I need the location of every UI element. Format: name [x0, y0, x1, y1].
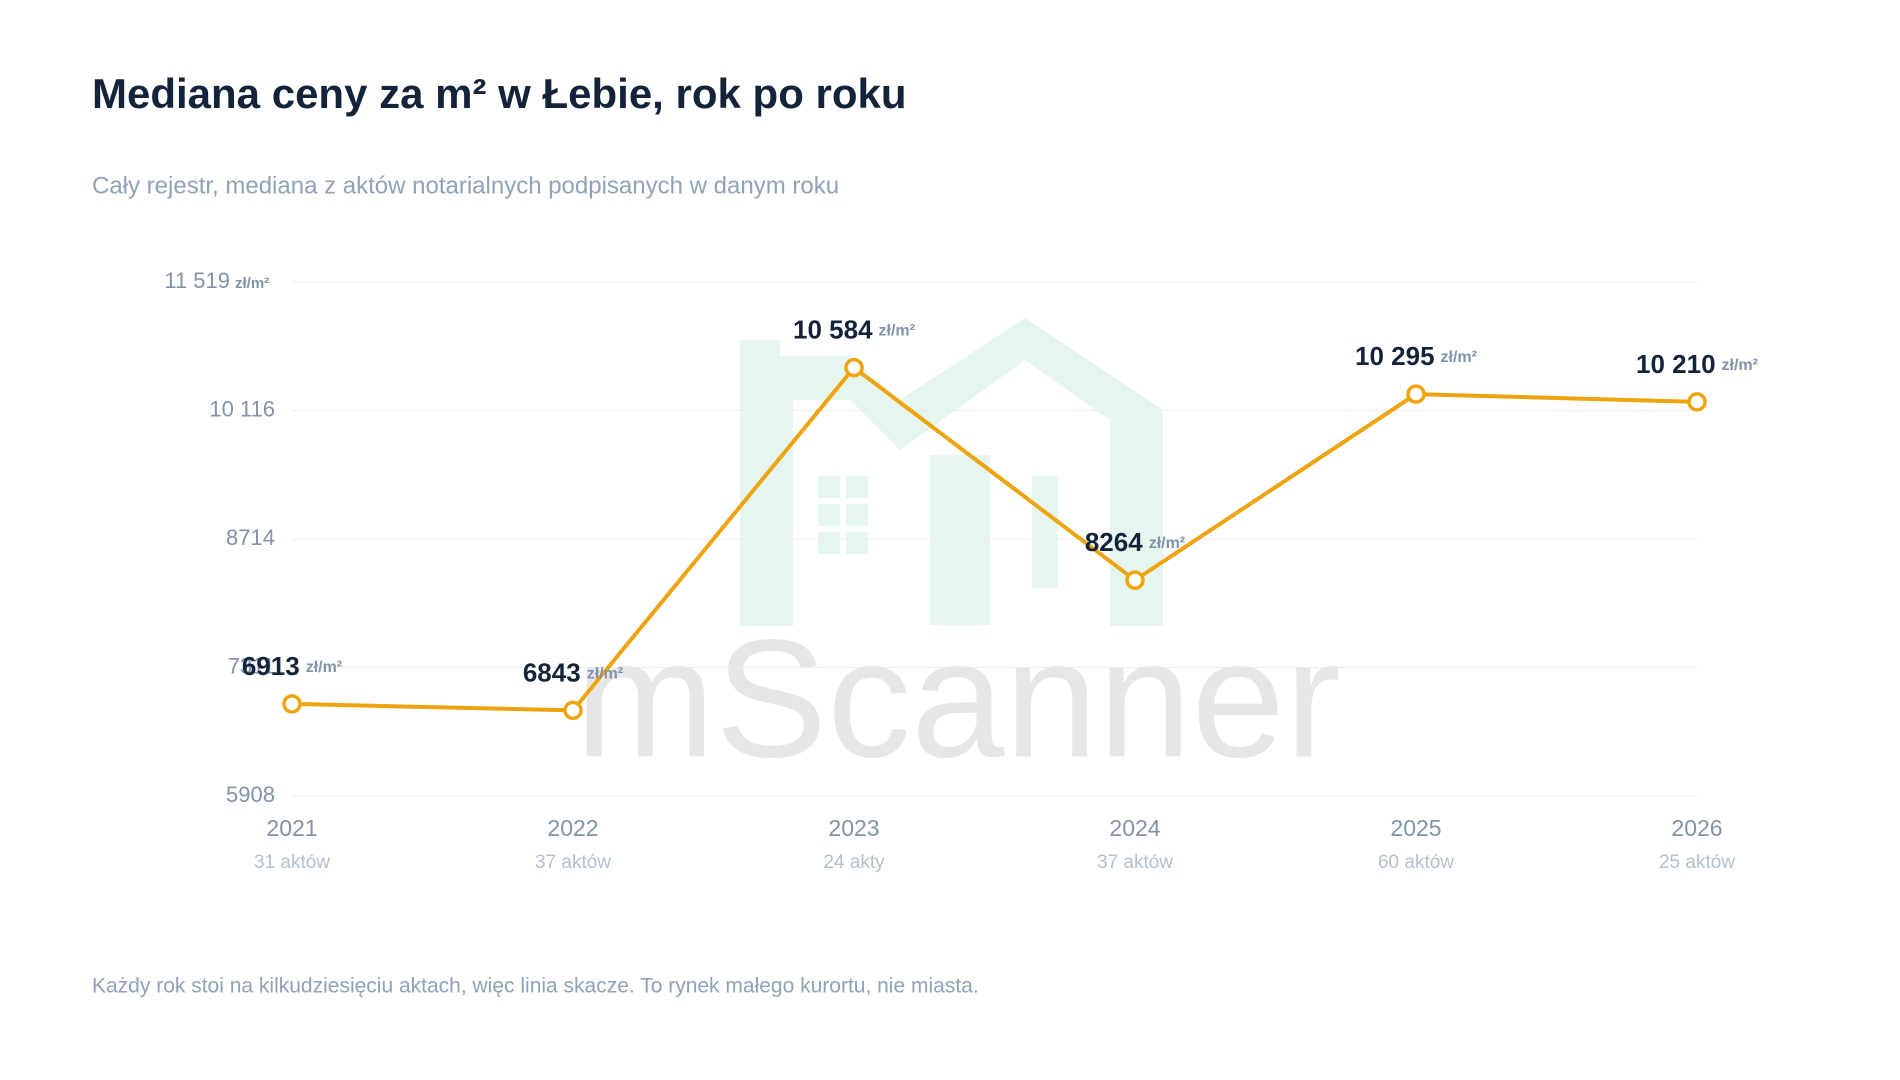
point: [282, 694, 302, 714]
data-label: 10 584 zł/m²: [793, 315, 915, 345]
x-tick-label: 2023: [828, 815, 879, 841]
data-label-value: 10 584: [793, 315, 873, 345]
data-label: 10 210 zł/m²: [1636, 349, 1758, 379]
y-tick-label: 7311: [228, 653, 275, 678]
data-label-value: 10 210: [1636, 349, 1716, 379]
watermark-logo: [740, 318, 1163, 626]
footnote: Każdy rok stoi na kilkudziesięciu aktach…: [92, 975, 979, 998]
chart-title: Mediana ceny za m² w Łebie, rok po roku: [92, 70, 907, 117]
data-label-value: 10 295: [1355, 341, 1435, 371]
x-tick-sublabel: 60 aktów: [1378, 852, 1454, 873]
chart-subtitle: Cały rejestr, mediana z aktów notarialny…: [92, 172, 839, 199]
y-tick-label: 11 519: [164, 268, 230, 293]
data-label-value: 6843: [523, 657, 581, 687]
line: [291, 365, 1698, 713]
x-tick-label: 2026: [1671, 815, 1722, 841]
data-label-unit: zł/m²: [1149, 535, 1185, 552]
grid: [292, 281, 1697, 797]
data-label-unit: zł/m²: [879, 323, 915, 340]
x-tick-sublabel: 37 aktów: [1097, 852, 1173, 873]
x-tick-label: 2021: [266, 815, 317, 841]
data-label: 6913 zł/m²: [242, 651, 342, 681]
y-tick-unit: zł/m²: [235, 275, 269, 292]
point: [1687, 392, 1707, 412]
data-label-value: 6913: [242, 651, 300, 681]
point: [563, 700, 583, 721]
x-tick-sublabel: 31 aktów: [254, 852, 330, 873]
x-tick-label: 2024: [1109, 815, 1160, 841]
x-tick-sublabel: 37 aktów: [535, 852, 611, 873]
point: [1125, 570, 1145, 590]
x-tick-label: 2022: [547, 815, 598, 841]
data-label: 6843 zł/m²: [523, 657, 623, 687]
point: [1406, 384, 1426, 404]
y-tick-label: 10 116: [209, 396, 275, 421]
data-label-unit: zł/m²: [587, 666, 623, 683]
data-label: 10 295 zł/m²: [1355, 341, 1477, 371]
y-tick-label: 8714: [226, 525, 275, 550]
x-tick-label: 2025: [1390, 815, 1441, 841]
point: [844, 357, 864, 378]
data-label-unit: zł/m²: [306, 659, 342, 676]
x-tick-sublabel: 25 aktów: [1659, 852, 1735, 873]
y-tick-label: 5908: [226, 782, 275, 807]
watermark-text: mScanner: [575, 604, 1341, 792]
data-label: 8264 zł/m²: [1085, 527, 1185, 557]
data-label-unit: zł/m²: [1722, 357, 1758, 374]
data-label-value: 8264: [1085, 527, 1143, 557]
data-label-unit: zł/m²: [1441, 349, 1477, 366]
x-tick-sublabel: 24 akty: [823, 852, 885, 873]
